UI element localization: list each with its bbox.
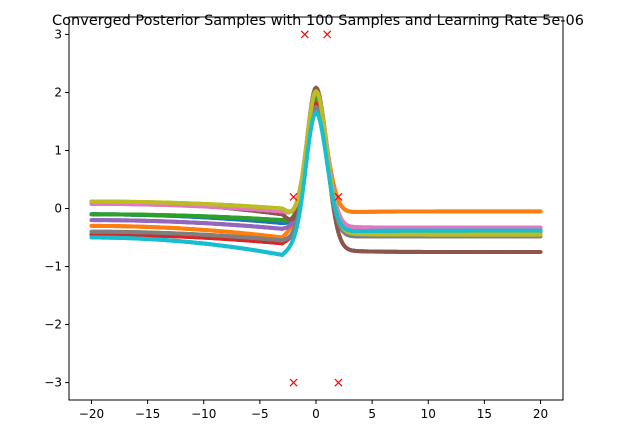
x-marker (334, 192, 343, 201)
x-marker (289, 192, 298, 201)
x-tick-label: −10 (191, 407, 216, 421)
y-axis: −3 −2 −1 0 1 2 3 (44, 27, 69, 390)
y-tick-label: 1 (54, 143, 62, 157)
observation-markers (289, 30, 343, 387)
x-tick-label: −15 (135, 407, 160, 421)
x-tick-label: 20 (533, 407, 548, 421)
x-marker (300, 30, 309, 39)
axes-frame (68, 16, 564, 401)
x-marker (334, 378, 343, 387)
y-tick-label: 3 (54, 27, 62, 41)
x-tick-label: 5 (368, 407, 376, 421)
x-tick-label: 10 (421, 407, 436, 421)
x-tick-label: 0 (312, 407, 320, 421)
plot-area (89, 30, 543, 387)
x-marker (289, 378, 298, 387)
series-sample-5 (89, 87, 543, 231)
x-tick-label: 15 (477, 407, 492, 421)
chart-title: Converged Posterior Samples with 100 Sam… (52, 13, 584, 29)
y-tick-label: 0 (54, 202, 62, 216)
y-tick-label: −3 (44, 376, 62, 390)
x-tick-label: −5 (251, 407, 269, 421)
y-tick-label: −1 (44, 260, 62, 274)
x-tick-label: −20 (79, 407, 104, 421)
x-marker (323, 30, 332, 39)
x-axis: −20 −15 −10 −5 0 5 10 15 20 (79, 400, 548, 421)
y-tick-label: −2 (44, 318, 62, 332)
y-tick-label: 2 (54, 85, 62, 99)
series-sample-10 (89, 110, 543, 257)
